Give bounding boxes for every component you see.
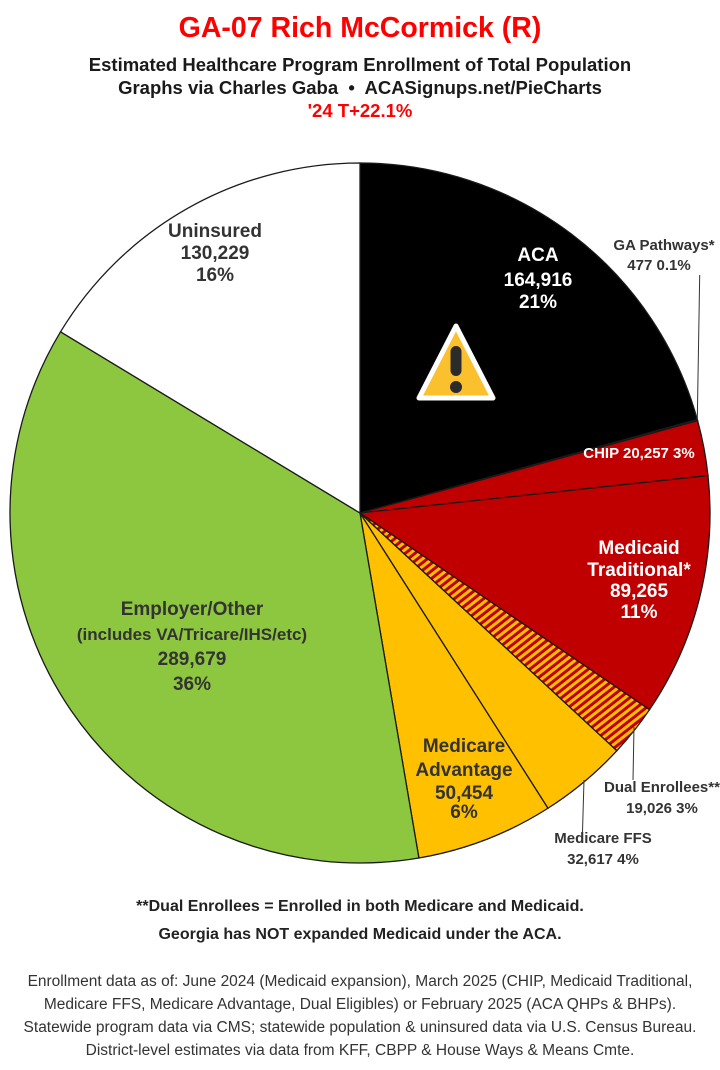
- svg-text:50,454: 50,454: [435, 783, 494, 804]
- svg-text:Medicaid: Medicaid: [598, 538, 679, 559]
- svg-text:164,916: 164,916: [504, 270, 573, 291]
- svg-text:19,026 3%: 19,026 3%: [626, 800, 698, 817]
- svg-text:Medicare: Medicare: [423, 736, 505, 757]
- svg-text:(includes VA/Tricare/IHS/etc): (includes VA/Tricare/IHS/etc): [77, 625, 307, 644]
- svg-text:32,617 4%: 32,617 4%: [567, 851, 639, 868]
- svg-text:11%: 11%: [621, 602, 658, 623]
- svg-text:Employer/Other: Employer/Other: [121, 599, 264, 620]
- svg-text:16%: 16%: [196, 265, 234, 286]
- svg-text:Uninsured: Uninsured: [168, 221, 262, 242]
- svg-text:GA Pathways*: GA Pathways*: [613, 237, 714, 254]
- svg-text:477 0.1%: 477 0.1%: [627, 257, 690, 274]
- svg-text:Medicare FFS: Medicare FFS: [554, 830, 652, 847]
- svg-text:Advantage: Advantage: [415, 760, 512, 781]
- svg-text:ACA: ACA: [517, 245, 558, 266]
- svg-text:CHIP 20,257 3%: CHIP 20,257 3%: [583, 445, 694, 462]
- svg-text:289,679: 289,679: [158, 649, 227, 670]
- svg-text:36%: 36%: [173, 674, 211, 695]
- svg-text:Dual Enrollees**: Dual Enrollees**: [604, 779, 720, 796]
- svg-text:89,265: 89,265: [610, 581, 669, 602]
- svg-text:6%: 6%: [450, 802, 478, 823]
- svg-text:21%: 21%: [519, 292, 557, 313]
- svg-text:Traditional*: Traditional*: [587, 560, 691, 581]
- svg-text:130,229: 130,229: [181, 243, 250, 264]
